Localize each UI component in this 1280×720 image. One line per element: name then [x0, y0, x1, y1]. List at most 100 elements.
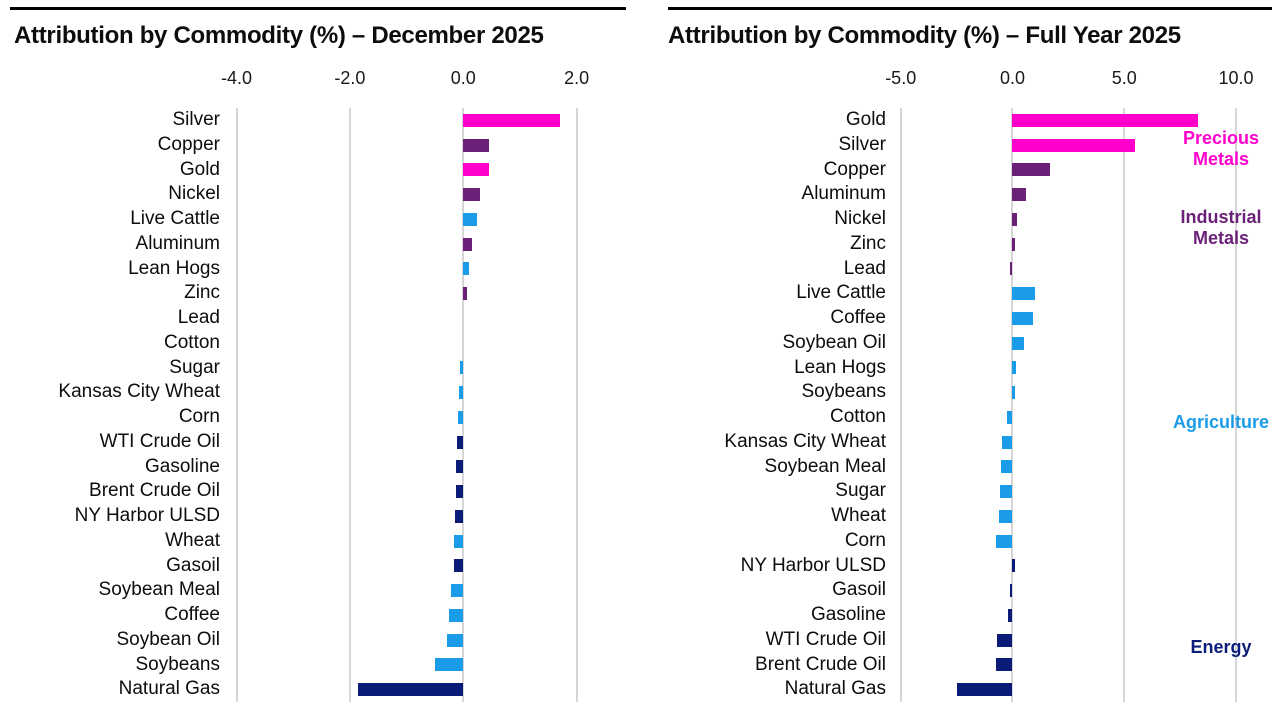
- category-label: Soybean Meal: [764, 455, 886, 477]
- category-label: Natural Gas: [118, 678, 220, 700]
- bar: [457, 435, 464, 449]
- category-label: Aluminum: [801, 183, 886, 205]
- bar: [1012, 138, 1136, 152]
- category-label: Gasoline: [811, 604, 886, 625]
- category-label: Lean Hogs: [128, 257, 220, 279]
- bar: [463, 212, 478, 226]
- legend-precious: Precious Metals: [1146, 128, 1280, 170]
- bar: [463, 138, 489, 152]
- bar: [454, 534, 464, 548]
- category-label: Soybean Meal: [98, 579, 220, 601]
- category-label: Corn: [178, 406, 220, 427]
- x-tick-label: -5.0: [885, 68, 917, 88]
- category-label: Brent Crude Oil: [89, 480, 220, 502]
- category-label: Cotton: [164, 331, 220, 353]
- bar: [995, 534, 1013, 548]
- category-label: Gasoil: [166, 554, 220, 576]
- bar: [1012, 113, 1199, 127]
- legend-line: Metals: [1192, 149, 1250, 169]
- x-tick-label: -2.0: [334, 68, 366, 88]
- bar: [1012, 311, 1033, 325]
- bar: [463, 237, 472, 251]
- category-label: Soybeans: [135, 653, 220, 675]
- category-label: Sugar: [169, 356, 220, 378]
- category-label: Live Cattle: [130, 208, 220, 229]
- category-label: NY Harbor ULSD: [740, 554, 886, 576]
- category-label: Kansas City Wheat: [724, 430, 886, 452]
- category-label: WTI Crude Oil: [765, 628, 886, 650]
- bar: [1001, 460, 1013, 474]
- category-label: Silver: [838, 133, 886, 155]
- x-tick-label: -4.0: [220, 68, 253, 88]
- bar: [999, 509, 1013, 523]
- bar: [1012, 336, 1024, 350]
- legend-line: Agriculture: [1172, 412, 1269, 432]
- bar: [458, 386, 464, 400]
- category-label: NY Harbor ULSD: [74, 505, 220, 526]
- bar: [463, 262, 469, 276]
- chart-title-full-year: Attribution by Commodity (%) – Full Year…: [668, 22, 1181, 49]
- bar: [1012, 361, 1016, 375]
- category-label: Corn: [844, 529, 886, 551]
- category-label: Copper: [157, 133, 220, 155]
- legend-industrial: Industrial Metals: [1146, 207, 1280, 249]
- bar: [457, 410, 464, 424]
- bar: [1012, 188, 1026, 202]
- category-label: Cotton: [830, 406, 886, 427]
- x-tick-label: 2.0: [564, 68, 590, 88]
- x-tick-label: 0.0: [999, 68, 1025, 88]
- legend-line: Energy: [1190, 637, 1252, 657]
- category-label: Zinc: [184, 282, 220, 304]
- legend-line: Precious: [1182, 128, 1260, 148]
- category-label: Wheat: [831, 505, 886, 526]
- category-label: Zinc: [850, 232, 886, 254]
- category-label: Copper: [823, 158, 886, 180]
- category-label: Natural Gas: [784, 678, 886, 700]
- bar: [995, 658, 1013, 672]
- bar: [1010, 584, 1013, 598]
- bar: [358, 683, 464, 697]
- category-label: Gasoline: [145, 455, 220, 477]
- x-tick-label: 5.0: [1111, 68, 1137, 88]
- bar: [1000, 485, 1013, 499]
- legend-line: Metals: [1192, 228, 1250, 248]
- bar: [956, 683, 1013, 697]
- category-label: Brent Crude Oil: [755, 653, 886, 675]
- bar: [1012, 163, 1051, 177]
- bar: [447, 633, 464, 647]
- category-label: Soybeans: [801, 381, 886, 403]
- bar: [460, 361, 464, 375]
- gridline: [348, 108, 351, 702]
- gridline: [575, 108, 578, 702]
- plot-area-december: [228, 108, 588, 702]
- bar: [1012, 237, 1015, 251]
- category-label: Gold: [179, 158, 220, 180]
- category-label: Gasoil: [832, 579, 886, 601]
- bar: [455, 485, 464, 499]
- category-label: Soybean Oil: [782, 331, 886, 353]
- category-label: Soybean Oil: [116, 628, 220, 650]
- bar: [449, 608, 464, 622]
- bar: [434, 658, 464, 672]
- bar: [1006, 410, 1013, 424]
- category-label: Coffee: [164, 604, 220, 625]
- bar: [1012, 386, 1015, 400]
- bar: [463, 163, 489, 177]
- bar: [463, 113, 560, 127]
- category-label: Live Cattle: [796, 282, 886, 304]
- bar: [1002, 435, 1013, 449]
- x-tick-label: 0.0: [450, 68, 476, 88]
- bar: [1012, 287, 1035, 301]
- zero-axis-line: [462, 108, 465, 702]
- category-label: Wheat: [165, 529, 220, 551]
- category-label: Silver: [172, 109, 220, 130]
- bar: [996, 633, 1013, 647]
- category-label: Coffee: [830, 307, 886, 328]
- legend-line: Industrial: [1180, 207, 1262, 227]
- category-label: Lead: [177, 307, 220, 328]
- bar: [450, 584, 464, 598]
- bar: [463, 188, 481, 202]
- bar: [456, 460, 464, 474]
- bar: [1012, 212, 1017, 226]
- bar: [453, 559, 464, 573]
